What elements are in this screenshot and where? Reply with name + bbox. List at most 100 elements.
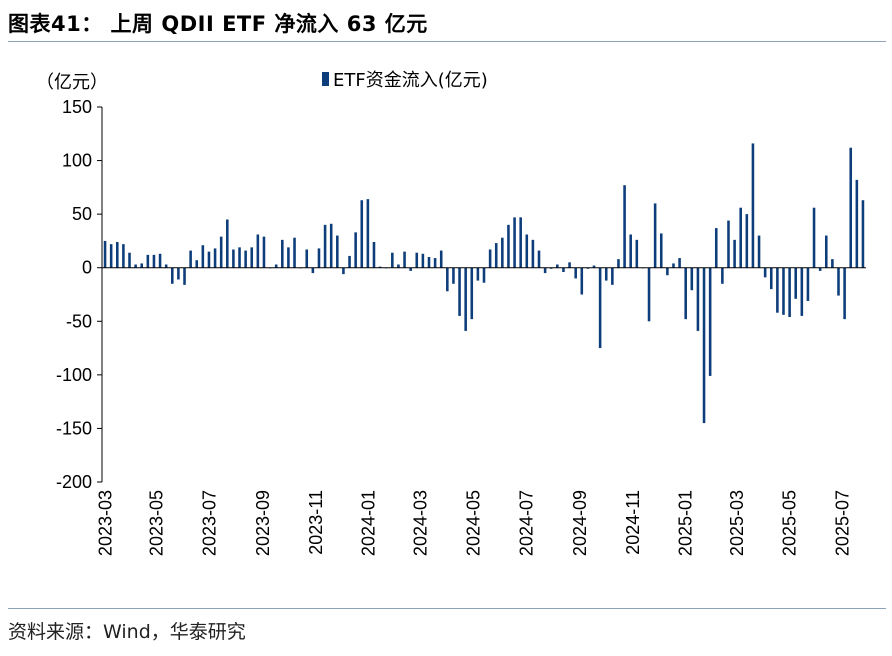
bar: [403, 251, 406, 268]
bar: [250, 247, 254, 268]
bar: [433, 258, 437, 268]
bar: [733, 239, 736, 268]
bar: [507, 224, 510, 268]
bar: [623, 185, 626, 268]
bar: [109, 244, 113, 268]
y-tick-label: -200: [56, 472, 92, 492]
bar: [207, 251, 211, 268]
source-divider: [8, 608, 886, 609]
bar: [311, 267, 315, 274]
bar: [824, 235, 828, 268]
y-tick-label: -150: [56, 418, 92, 438]
bar: [653, 203, 657, 268]
bar: [476, 267, 480, 281]
bar: [183, 267, 186, 285]
bar: [116, 242, 119, 268]
bar: [580, 267, 584, 295]
bar: [843, 267, 846, 320]
bar: [525, 234, 529, 268]
bar: [776, 267, 779, 313]
x-tick-label: 2024-05: [463, 490, 483, 556]
bar: [696, 267, 700, 331]
bar: [549, 267, 553, 269]
bar: [739, 207, 742, 268]
bar: [287, 247, 290, 268]
bar: [256, 234, 260, 268]
bar: [372, 242, 376, 268]
bar: [800, 267, 804, 316]
bar: [562, 267, 565, 272]
bar: [317, 248, 321, 268]
bar: [122, 244, 125, 268]
title-divider: [8, 41, 886, 42]
bar: [702, 267, 706, 424]
bar: [568, 262, 571, 268]
legend-label: ETF资金流入(亿元): [333, 70, 488, 91]
bar: [378, 266, 382, 268]
bar: [647, 267, 651, 322]
bar: [274, 264, 278, 268]
bar: [152, 254, 156, 268]
bar: [501, 237, 504, 268]
bar: [837, 267, 840, 296]
bar: [531, 239, 535, 268]
legend-swatch: [322, 72, 329, 86]
bar: [604, 267, 608, 281]
bar: [666, 267, 669, 276]
x-tick-label: 2024-07: [516, 490, 536, 556]
bar: [458, 267, 461, 316]
bar: [611, 267, 614, 285]
bar: [470, 267, 474, 320]
bar: [494, 243, 498, 268]
bar: [818, 267, 822, 271]
bar: [757, 235, 761, 268]
bar: [427, 257, 431, 268]
bar: [482, 267, 486, 283]
bar: [397, 264, 400, 268]
bar: [439, 250, 443, 268]
bar: [751, 143, 755, 268]
bar: [146, 254, 150, 268]
bar: [354, 232, 357, 268]
bar: [635, 239, 639, 268]
bar: [103, 240, 107, 268]
x-tick-label: 2024-11: [623, 490, 643, 555]
bar: [348, 255, 351, 268]
x-tick-label: 2024-03: [411, 490, 431, 556]
bar: [329, 223, 333, 268]
bar: [586, 267, 590, 269]
bar: [849, 147, 853, 268]
bar: [164, 264, 168, 268]
bar: [831, 259, 834, 268]
bar: [763, 267, 767, 278]
bar: [201, 245, 205, 268]
y-tick-label: 150: [62, 97, 92, 117]
bar: [806, 267, 810, 301]
bar: [519, 217, 522, 268]
y-tick-label: 100: [62, 151, 92, 171]
bar: [556, 264, 559, 268]
bar: [672, 263, 675, 268]
bar: [598, 267, 602, 349]
bar: [446, 267, 449, 292]
x-tick-label: 2023-07: [199, 490, 219, 556]
bar: [513, 217, 516, 268]
bar: [323, 224, 327, 268]
bar: [452, 267, 455, 284]
y-tick-label: -100: [56, 365, 92, 385]
x-tick-label: 2025-01: [676, 490, 696, 556]
figure-title: 图表41： 上周 QDII ETF 净流入 63 亿元: [8, 12, 428, 36]
bar: [262, 236, 266, 268]
bar: [360, 200, 364, 268]
bar: [244, 250, 247, 268]
x-tick-label: 2025-05: [780, 490, 800, 556]
bar: [158, 253, 162, 268]
bar: [537, 250, 541, 268]
bar: [415, 252, 419, 268]
bar: [592, 265, 596, 268]
bar: [708, 267, 712, 376]
bar: [140, 263, 144, 268]
bar: [659, 233, 663, 268]
bar: [714, 228, 718, 268]
